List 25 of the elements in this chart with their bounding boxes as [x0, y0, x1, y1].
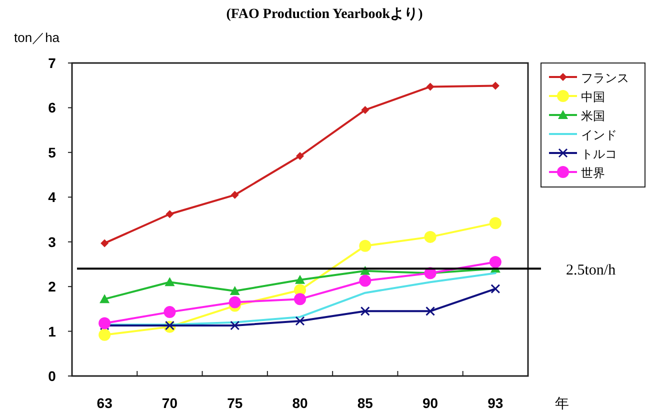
legend-label: トルコ	[581, 147, 617, 161]
legend-label: 米国	[581, 109, 605, 123]
legend-label: インド	[581, 128, 617, 142]
x-tick-label: 90	[422, 395, 438, 411]
legend-label: フランス	[581, 71, 629, 85]
x-tick-label: 70	[162, 395, 178, 411]
y-tick-label: 5	[48, 144, 56, 160]
y-tick-label: 2	[48, 278, 56, 295]
y-axis-title: ton／ha	[14, 30, 60, 45]
legend-label: 中国	[581, 90, 605, 104]
legend-label: 世界	[581, 166, 605, 180]
y-tick-label: 6	[48, 100, 56, 116]
y-tick-label: 3	[48, 234, 56, 250]
x-tick-label: 93	[488, 395, 504, 411]
ref-line-label: 2.5ton/h	[566, 262, 616, 279]
y-tick-label: 4	[48, 189, 56, 206]
y-tick-label: 0	[48, 368, 56, 384]
x-tick-label: 85	[357, 395, 374, 411]
x-axis-title: 年	[555, 395, 569, 411]
chart-title: (FAO Production Yearbookより)	[226, 7, 424, 22]
y-tick-label: 1	[48, 323, 56, 340]
x-tick-label: 63	[96, 395, 113, 411]
x-tick-label: 75	[227, 395, 243, 411]
y-tick-label: 7	[48, 55, 56, 71]
x-tick-label: 80	[292, 395, 308, 411]
